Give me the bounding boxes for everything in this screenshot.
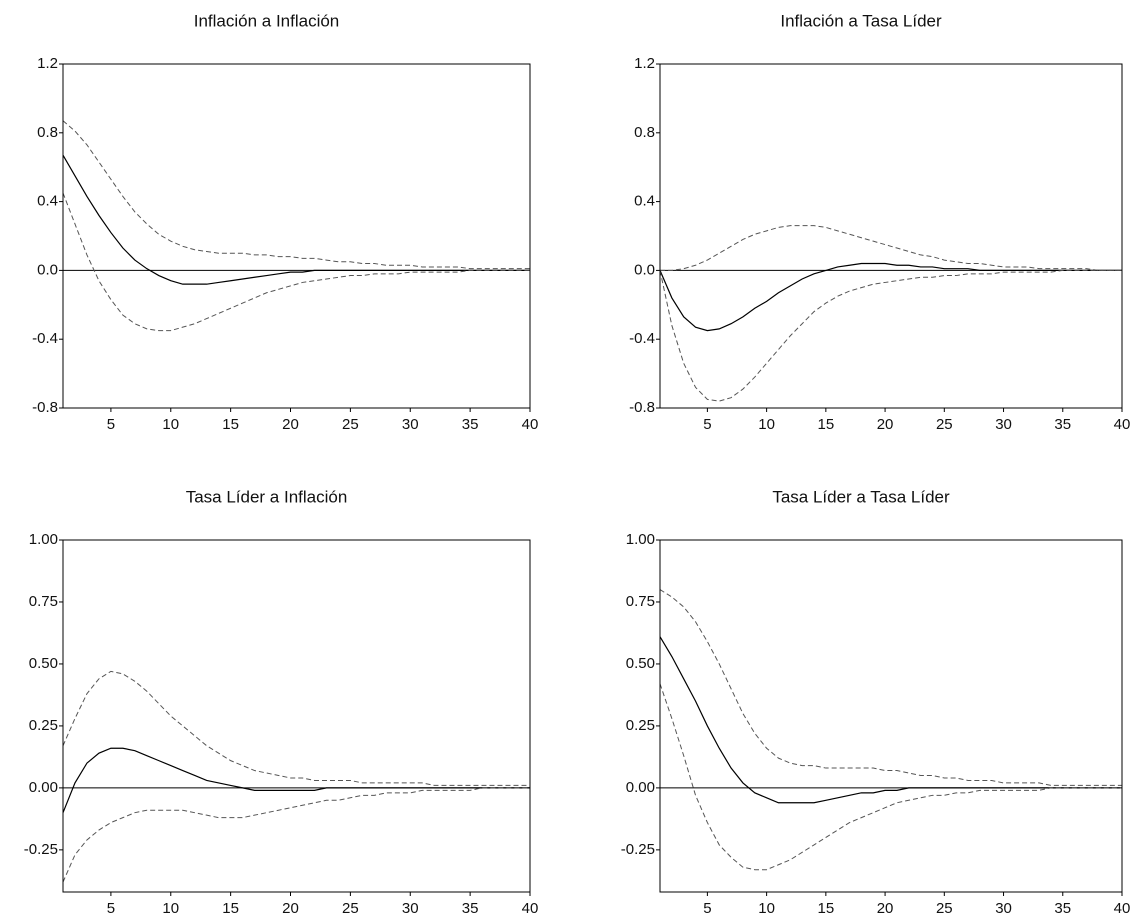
response-line xyxy=(659,636,1122,804)
x-tick-label: 10 xyxy=(758,900,775,917)
x-tick-label: 35 xyxy=(1054,900,1071,917)
x-tick-label: 10 xyxy=(162,416,179,433)
x-tick-label: 5 xyxy=(703,900,711,917)
band-line xyxy=(62,670,530,786)
response-line xyxy=(62,154,530,285)
chart-title: Inflación a Inflación xyxy=(194,11,340,30)
x-tick-label: 20 xyxy=(282,416,299,433)
y-tick-label: 0.0 xyxy=(634,261,655,278)
y-tick-label: 0.25 xyxy=(626,717,655,734)
chart-title: Tasa Líder a Inflación xyxy=(186,487,348,506)
y-tick-label: 1.2 xyxy=(37,55,58,72)
x-tick-label: 20 xyxy=(877,900,894,917)
plot-frame xyxy=(62,539,531,893)
response-line xyxy=(659,262,1122,332)
x-tick-label: 30 xyxy=(995,900,1012,917)
y-tick-label: 0.4 xyxy=(37,193,58,210)
chart-title: Inflación a Tasa Líder xyxy=(780,11,942,30)
x-tick-label: 15 xyxy=(222,900,239,917)
y-tick-label: 1.00 xyxy=(626,531,655,548)
x-tick-label: 10 xyxy=(162,900,179,917)
band-line xyxy=(659,269,1122,402)
y-tick-label: 0.25 xyxy=(29,717,58,734)
band-line xyxy=(659,683,1122,871)
x-tick-label: 25 xyxy=(342,416,359,433)
x-tick-label: 30 xyxy=(402,900,419,917)
y-tick-label: 1.00 xyxy=(29,531,58,548)
y-tick-label: 0.4 xyxy=(634,193,655,210)
band-line xyxy=(62,787,530,883)
x-tick-label: 30 xyxy=(402,416,419,433)
x-tick-label: 40 xyxy=(522,900,539,917)
band-line xyxy=(62,192,530,332)
x-tick-label: 5 xyxy=(107,900,115,917)
chart-title: Tasa Líder a Tasa Líder xyxy=(772,487,950,506)
x-tick-label: 15 xyxy=(222,416,239,433)
y-tick-label: -0.8 xyxy=(32,399,58,416)
x-tick-label: 5 xyxy=(107,416,115,433)
plot-frame xyxy=(62,63,531,409)
y-tick-label: 0.50 xyxy=(29,655,58,672)
y-tick-label: 0.00 xyxy=(29,779,58,796)
x-tick-label: 20 xyxy=(282,900,299,917)
response-line xyxy=(62,747,530,813)
x-tick-label: 35 xyxy=(462,416,479,433)
y-tick-label: -0.25 xyxy=(24,841,58,858)
y-tick-label: 0.8 xyxy=(37,124,58,141)
x-tick-label: 35 xyxy=(1054,416,1071,433)
x-tick-label: 30 xyxy=(995,416,1012,433)
y-tick-label: -0.25 xyxy=(621,841,655,858)
y-tick-label: 0.0 xyxy=(37,261,58,278)
x-tick-label: 5 xyxy=(703,416,711,433)
x-tick-label: 35 xyxy=(462,900,479,917)
x-tick-label: 10 xyxy=(758,416,775,433)
x-tick-label: 40 xyxy=(1114,416,1131,433)
x-tick-label: 25 xyxy=(936,900,953,917)
plot-frame xyxy=(659,539,1123,893)
band-line xyxy=(660,225,1122,271)
y-tick-label: 0.00 xyxy=(626,779,655,796)
x-tick-label: 25 xyxy=(342,900,359,917)
y-tick-label: -0.4 xyxy=(32,330,58,347)
y-tick-label: -0.4 xyxy=(629,330,655,347)
y-tick-label: 0.75 xyxy=(626,593,655,610)
x-tick-label: 15 xyxy=(818,416,835,433)
x-tick-label: 40 xyxy=(1114,900,1131,917)
y-tick-label: 0.50 xyxy=(626,655,655,672)
x-tick-label: 40 xyxy=(522,416,539,433)
y-tick-label: -0.8 xyxy=(629,399,655,416)
x-tick-label: 15 xyxy=(818,900,835,917)
x-tick-label: 25 xyxy=(936,416,953,433)
y-tick-label: 0.8 xyxy=(634,124,655,141)
band-line xyxy=(62,120,530,270)
band-line xyxy=(659,589,1122,786)
x-tick-label: 20 xyxy=(877,416,894,433)
y-tick-label: 0.75 xyxy=(29,593,58,610)
y-tick-label: 1.2 xyxy=(634,55,655,72)
plot-frame xyxy=(659,63,1123,409)
